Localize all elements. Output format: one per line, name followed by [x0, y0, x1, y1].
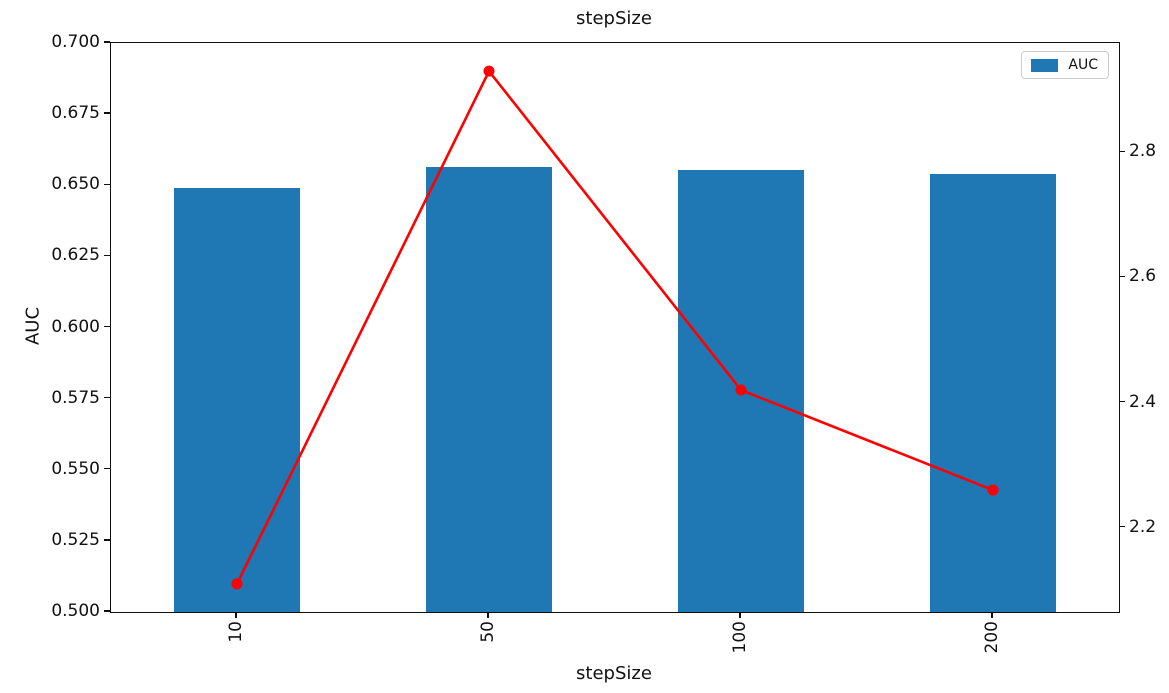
left-tick-mark — [104, 610, 110, 612]
left-tick-mark — [104, 41, 110, 43]
right-tick-label: 2.6 — [1129, 266, 1157, 287]
left-tick-label: 0.675 — [51, 103, 100, 124]
left-tick-label: 0.500 — [51, 601, 100, 621]
left-tick-label: 0.575 — [51, 387, 100, 408]
left-tick-mark — [104, 112, 110, 114]
legend: AUC — [1021, 51, 1109, 79]
line-series — [235, 68, 994, 585]
x-tick-label-100: 100 — [730, 621, 750, 654]
bar-200 — [930, 173, 1056, 612]
left-tick-mark — [104, 325, 110, 328]
left-tick-mark — [104, 539, 110, 541]
right-tick-mark — [1119, 525, 1126, 528]
left-tick-mark — [104, 183, 110, 185]
left-tick-label: 0.650 — [51, 174, 100, 195]
left-tick-mark — [104, 468, 110, 470]
left-tick-label: 0.550 — [51, 458, 100, 479]
line-marker-10 — [231, 578, 243, 590]
bar-50 — [426, 166, 552, 612]
legend-swatch-auc — [1031, 58, 1059, 72]
right-tick-mark — [1119, 400, 1126, 403]
legend-label-auc: AUC — [1068, 57, 1098, 73]
left-tick-label: 0.625 — [51, 245, 100, 266]
x-tick-mark — [487, 612, 489, 619]
x-tick-mark — [739, 612, 741, 619]
line-marker-50 — [483, 65, 495, 77]
x-tick-mark — [235, 612, 237, 619]
line-marker-100 — [735, 384, 747, 396]
x-tick-mark — [991, 612, 993, 619]
line-layer — [231, 65, 999, 590]
right-tick-label: 2.4 — [1129, 391, 1157, 412]
right-tick-label: 2.2 — [1129, 516, 1157, 537]
plot-area: AUC — [110, 42, 1120, 613]
x-axis-label: stepSize — [576, 663, 652, 684]
left-tick-mark — [104, 254, 110, 257]
x-tick-label-50: 50 — [478, 621, 498, 643]
right-tick-mark — [1119, 275, 1126, 278]
left-tick-label: 0.700 — [51, 32, 100, 52]
left-tick-label: 0.600 — [51, 316, 100, 337]
right-tick-mark — [1119, 150, 1126, 153]
x-tick-label-10: 10 — [226, 621, 246, 643]
chart-title: stepSize — [576, 8, 652, 29]
left-tick-mark — [104, 396, 110, 399]
right-tick-label: 2.8 — [1129, 141, 1157, 162]
bar-10 — [174, 188, 300, 612]
x-tick-label-200: 200 — [982, 621, 1002, 654]
left-tick-label: 0.525 — [51, 529, 100, 550]
line-marker-200 — [987, 484, 999, 496]
